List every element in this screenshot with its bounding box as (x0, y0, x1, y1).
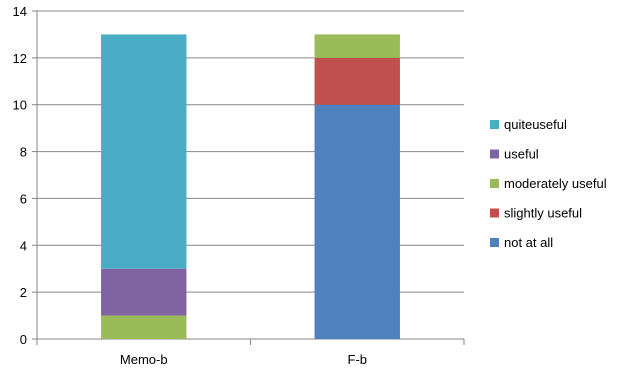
tick-labels: 0 2 4 6 8 10 12 14 Memo-b F-b (13, 4, 367, 367)
y-tick-label: 10 (13, 98, 27, 113)
legend-label-quiteuseful: quiteuseful (504, 117, 567, 132)
x-tick-label: F-b (348, 352, 368, 367)
bar-segment-f-b-not-at-all (314, 104, 400, 339)
y-tick-label: 4 (20, 238, 27, 253)
legend-label-not-at-all: not at all (504, 235, 553, 250)
bars (101, 34, 400, 339)
y-tick-label: 12 (13, 51, 27, 66)
legend-label-slightly-useful: slightly useful (504, 206, 582, 221)
bar-segment-memo-b-useful (101, 268, 187, 316)
x-tick-label: Memo-b (120, 352, 168, 367)
bar-segment-memo-b-moderately-useful (101, 315, 187, 339)
y-tick-label: 6 (20, 191, 27, 206)
legend-swatch-slightly-useful (490, 208, 499, 218)
y-tick-label: 0 (20, 332, 27, 347)
legend-label-moderately-useful: moderately useful (504, 176, 607, 191)
legend-swatch-useful (490, 149, 499, 159)
y-tick-label: 14 (13, 4, 27, 19)
legend-swatch-quiteuseful (490, 120, 499, 129)
legend-swatch-not-at-all (490, 238, 499, 247)
legend-swatch-moderately-useful (490, 179, 499, 188)
legend-label-useful: useful (504, 147, 539, 162)
bar-segment-memo-b-quiteuseful (101, 34, 187, 269)
bar-segment-f-b-moderately-useful (314, 34, 400, 58)
bar-segment-f-b-slightly-useful (314, 57, 400, 105)
y-tick-label: 8 (20, 145, 27, 160)
y-tick-label: 2 (20, 285, 27, 300)
legend: quiteuseful useful moderately useful slight… (490, 117, 607, 250)
